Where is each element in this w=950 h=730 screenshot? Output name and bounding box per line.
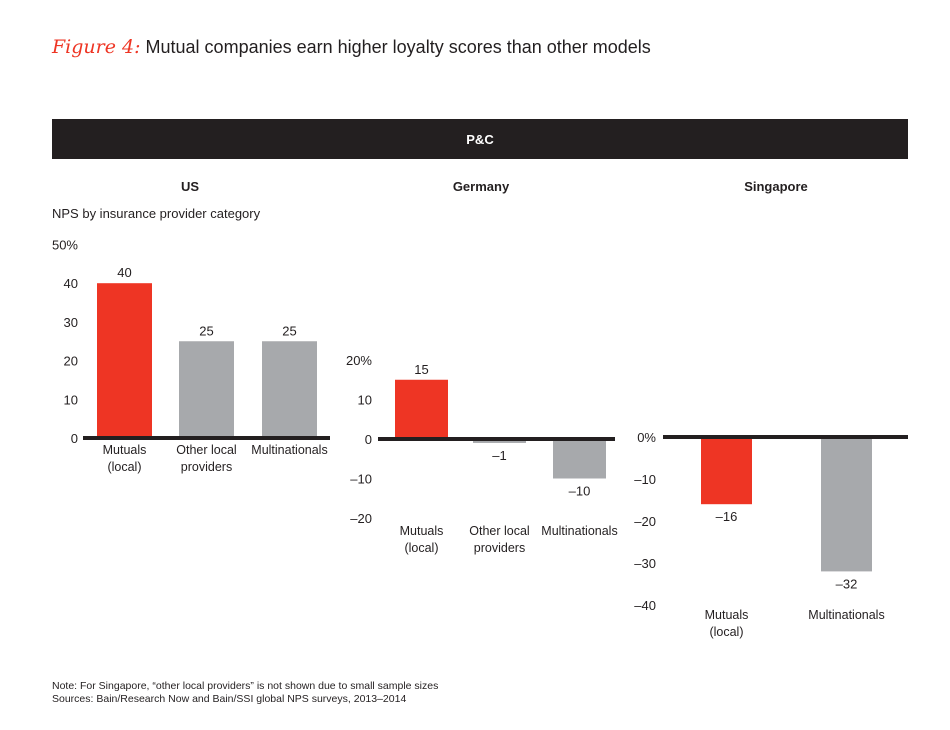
bar-germany [553,439,606,479]
y-tick-label-germany: 0 [365,432,372,447]
category-label-germany: Other local [469,524,529,538]
figure-title-text: Mutual companies earn higher loyalty sco… [145,37,651,57]
bar-us [97,283,152,438]
category-label-us: Multinationals [251,443,327,457]
category-label-germany: providers [474,541,525,555]
y-tick-label-us: 50% [52,238,78,253]
y-tick-label-singapore: 0% [637,430,656,445]
section-header: P&C [52,119,908,159]
category-label-germany: Multinationals [541,524,617,538]
category-label-singapore: (local) [709,625,743,639]
data-label-germany: –10 [569,484,591,499]
bar-us [179,341,234,438]
category-label-us: Mutuals [103,443,147,457]
panel-title-germany: Germany [452,179,510,194]
y-tick-label-singapore: –30 [634,556,656,571]
figure-label: Figure 4: [52,36,141,58]
panel-title-us: US [180,179,200,194]
y-tick-label-us: 20 [64,354,78,369]
y-tick-label-germany: –10 [350,472,372,487]
y-tick-label-germany: 10 [358,393,372,408]
notes: Note: For Singapore, “other local provid… [52,680,438,706]
y-tick-label-us: 30 [64,315,78,330]
bar-germany [395,379,448,439]
sources-text: Sources: Bain/Research Now and Bain/SSI … [52,693,407,705]
y-tick-label-singapore: –40 [634,598,656,613]
y-tick-label-singapore: –20 [634,514,656,529]
data-label-germany: 15 [414,362,428,377]
bar-singapore [701,437,752,505]
bar-us [262,341,317,438]
category-label-us: providers [181,460,232,474]
bar-singapore [821,437,872,572]
data-label-germany: –1 [492,448,506,463]
data-label-singapore: –32 [836,576,858,591]
category-label-us: Other local [176,443,236,457]
data-label-us: 25 [282,323,296,338]
note-text: Note: For Singapore, “other local provid… [52,680,439,692]
y-tick-label-germany: –20 [350,511,372,526]
y-axis-label: NPS by insurance provider category [52,206,261,221]
y-tick-label-us: 0 [71,431,78,446]
category-label-singapore: Mutuals [705,608,749,622]
panel-title-singapore: Singapore [744,179,808,194]
y-tick-label-germany: 20% [346,353,372,368]
figure-title: Figure 4: Mutual companies earn higher l… [52,36,651,58]
y-tick-label-us: 40 [64,276,78,291]
data-label-us: 40 [117,265,131,280]
data-label-us: 25 [199,323,213,338]
category-label-singapore: Multinationals [808,608,884,622]
category-label-germany: Mutuals [400,524,444,538]
data-label-singapore: –16 [716,509,738,524]
y-tick-label-singapore: –10 [634,472,656,487]
category-label-us: (local) [107,460,141,474]
category-label-germany: (local) [404,541,438,555]
y-tick-label-us: 10 [64,392,78,407]
